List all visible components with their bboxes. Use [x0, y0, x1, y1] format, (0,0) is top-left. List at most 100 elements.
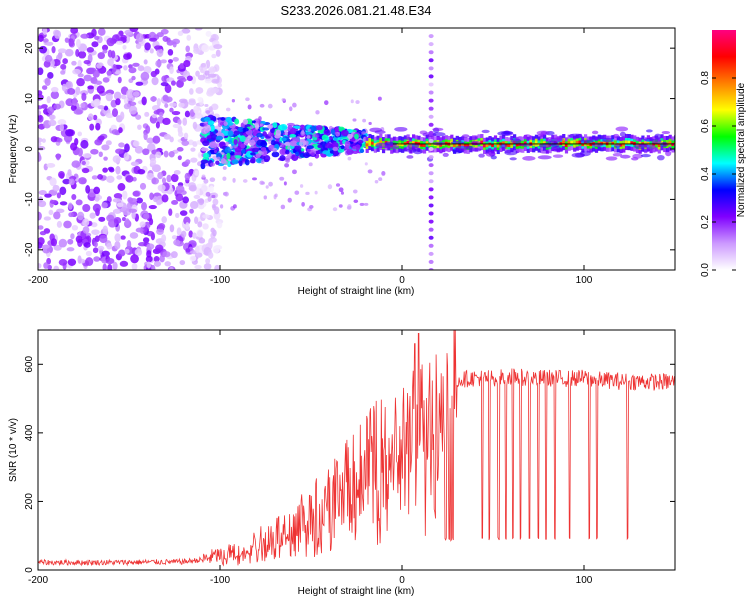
spectrogram-cell [581, 143, 585, 147]
spectrogram-cell [135, 114, 142, 120]
spectrogram-cell [47, 72, 54, 79]
spectrogram-cell [245, 150, 254, 158]
spectrogram-cell [204, 78, 213, 84]
spectrogram-cell [267, 131, 272, 137]
spectrogram-cell [271, 151, 280, 158]
spectrogram-cell [117, 183, 126, 191]
spectrogram-cell [80, 139, 89, 149]
spectrogram-cell [428, 66, 434, 71]
spectrogram-cell [252, 177, 257, 181]
spectrogram-cell [111, 108, 119, 118]
spectrogram-cell [108, 167, 115, 173]
spectrogram-cell [645, 144, 656, 150]
spectrogram-cell [155, 60, 162, 68]
spectrogram-cell [222, 176, 227, 181]
spectrogram-x-axis-label: Height of straight line (km) [298, 286, 415, 297]
spectrogram-cells [38, 28, 675, 270]
spectrogram-cell [354, 133, 359, 140]
spectrogram-cell [129, 232, 139, 239]
spectrogram-cell [185, 222, 190, 230]
spectrogram-cell [280, 204, 286, 210]
spectrogram-cell [428, 130, 434, 135]
spectrogram-cell [247, 135, 252, 141]
spectrogram-cell [161, 177, 167, 184]
spectrogram-x-tick-label: 100 [576, 275, 593, 286]
spectrogram-cell [284, 150, 290, 155]
spectrogram-cell [60, 63, 67, 70]
spectrogram-cell [340, 191, 344, 195]
spectrogram-cell [112, 155, 121, 164]
spectrogram-cell [132, 91, 140, 97]
spectrogram-cell [48, 209, 54, 216]
spectrogram-y-tick-label: -20 [24, 242, 35, 257]
spectrogram-cell [71, 194, 77, 200]
spectrogram-cell [119, 260, 129, 267]
spectrogram-cell [259, 123, 264, 127]
spectrogram-cell [268, 181, 273, 187]
spectrogram-cell [478, 153, 485, 158]
snr-x-tick-label: -100 [210, 575, 230, 586]
spectrogram-cell [166, 174, 172, 183]
spectrogram-cell [368, 121, 372, 126]
spectrogram-cell [515, 143, 519, 147]
spectrogram-cell [428, 122, 434, 127]
spectrogram-cell [132, 140, 140, 147]
snr-frame [37, 329, 676, 571]
spectrogram-cell [179, 260, 186, 266]
spectrogram-cell [232, 177, 236, 183]
spectrogram-cell [455, 145, 469, 151]
spectrogram-cell [169, 66, 174, 75]
spectrogram-cell [614, 143, 621, 149]
spectrogram-cell [259, 151, 264, 156]
spectrogram-cell [605, 156, 618, 161]
spectrogram-cell [377, 96, 382, 101]
spectrogram-cell [412, 148, 423, 155]
spectrogram-cell [229, 145, 233, 150]
figure-title: S233.2026.081.21.48.E34 [280, 3, 431, 18]
spectrogram-cell [86, 47, 95, 53]
spectrogram-cell [171, 110, 181, 116]
spectrogram-cell [619, 143, 623, 147]
spectrogram-cell [87, 85, 95, 90]
spectrogram-cell [325, 142, 333, 149]
spectrogram-cell [134, 145, 143, 154]
spectrogram-cell [120, 235, 126, 240]
spectrogram-cell [94, 196, 100, 202]
spectrogram-cell [204, 70, 210, 76]
spectrogram-cell [90, 148, 99, 155]
spectrogram-cell [129, 28, 139, 33]
spectrogram-cell [93, 186, 101, 195]
spectrogram-cell [299, 141, 303, 147]
spectrogram-cell [153, 260, 161, 267]
snr-series-line [38, 330, 675, 567]
spectrogram-cell [126, 239, 132, 249]
spectrogram-cell [611, 141, 615, 145]
spectrogram-cell [205, 110, 211, 114]
spectrogram-cell [171, 235, 178, 240]
spectrogram-cell [111, 129, 119, 135]
spectrogram-cell [502, 131, 514, 135]
spectrogram-cell [359, 202, 365, 206]
spectrogram-cell [56, 192, 61, 199]
spectrogram-cell [559, 142, 563, 146]
spectrogram-cell [177, 30, 184, 36]
spectrogram-cell [101, 250, 110, 257]
spectrogram-cell [285, 157, 290, 163]
snr-x-ticks: -200 -100 0 100 [28, 330, 593, 586]
spectrogram-cell [112, 63, 117, 73]
spectrogram-cell [82, 153, 92, 158]
spectrogram-cell [136, 197, 144, 204]
spectrogram-cell [206, 135, 212, 139]
spectrogram-cell [624, 140, 629, 144]
spectrogram-cell [211, 194, 216, 199]
spectrogram-cell [481, 129, 490, 134]
spectrogram-cell [352, 189, 358, 194]
spectrogram-cell [225, 107, 231, 112]
spectrogram-cell [226, 152, 231, 160]
spectrogram-cell [87, 113, 94, 121]
spectrogram-cell [347, 156, 352, 161]
spectrogram-cell [242, 118, 249, 125]
spectrogram-cell [92, 114, 98, 121]
spectrogram-cell [70, 104, 77, 112]
spectrogram-cell [39, 230, 47, 236]
